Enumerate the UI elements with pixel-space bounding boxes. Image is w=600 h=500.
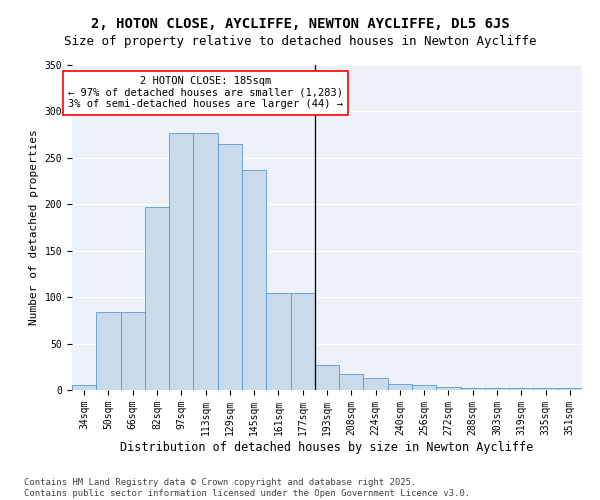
Bar bbox=[242, 170, 266, 390]
Bar bbox=[485, 388, 509, 390]
Text: 2 HOTON CLOSE: 185sqm
← 97% of detached houses are smaller (1,283)
3% of semi-de: 2 HOTON CLOSE: 185sqm ← 97% of detached … bbox=[68, 76, 343, 110]
Bar bbox=[266, 294, 290, 390]
Bar bbox=[193, 133, 218, 390]
Bar bbox=[388, 384, 412, 390]
Bar bbox=[533, 388, 558, 390]
Bar bbox=[436, 387, 461, 390]
Text: Size of property relative to detached houses in Newton Aycliffe: Size of property relative to detached ho… bbox=[64, 35, 536, 48]
Bar bbox=[509, 388, 533, 390]
Bar bbox=[169, 133, 193, 390]
Y-axis label: Number of detached properties: Number of detached properties bbox=[29, 130, 39, 326]
X-axis label: Distribution of detached houses by size in Newton Aycliffe: Distribution of detached houses by size … bbox=[121, 440, 533, 454]
Bar bbox=[339, 374, 364, 390]
Bar bbox=[558, 388, 582, 390]
Bar bbox=[290, 294, 315, 390]
Bar bbox=[145, 207, 169, 390]
Bar bbox=[72, 386, 96, 390]
Bar bbox=[364, 378, 388, 390]
Bar bbox=[218, 144, 242, 390]
Bar bbox=[315, 365, 339, 390]
Bar bbox=[121, 312, 145, 390]
Text: Contains HM Land Registry data © Crown copyright and database right 2025.
Contai: Contains HM Land Registry data © Crown c… bbox=[24, 478, 470, 498]
Text: 2, HOTON CLOSE, AYCLIFFE, NEWTON AYCLIFFE, DL5 6JS: 2, HOTON CLOSE, AYCLIFFE, NEWTON AYCLIFF… bbox=[91, 18, 509, 32]
Bar bbox=[96, 312, 121, 390]
Bar bbox=[412, 386, 436, 390]
Bar bbox=[461, 388, 485, 390]
